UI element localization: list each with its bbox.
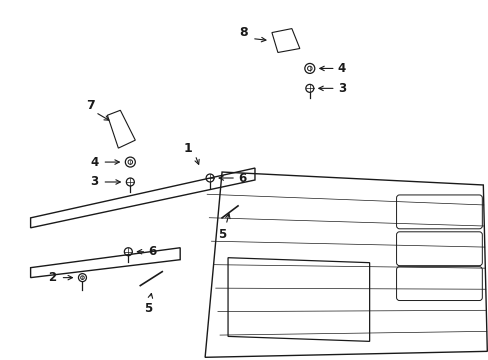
Text: 8: 8 [239, 26, 247, 39]
Text: 4: 4 [337, 62, 346, 75]
Text: 1: 1 [183, 141, 192, 155]
Text: 3: 3 [337, 82, 345, 95]
Text: 6: 6 [238, 171, 246, 185]
Text: 6: 6 [148, 245, 156, 258]
Text: 3: 3 [90, 175, 98, 189]
Text: 7: 7 [86, 99, 95, 112]
Text: 4: 4 [90, 156, 98, 168]
Text: 2: 2 [48, 271, 57, 284]
Text: 5: 5 [144, 302, 152, 315]
Text: 5: 5 [218, 228, 226, 241]
